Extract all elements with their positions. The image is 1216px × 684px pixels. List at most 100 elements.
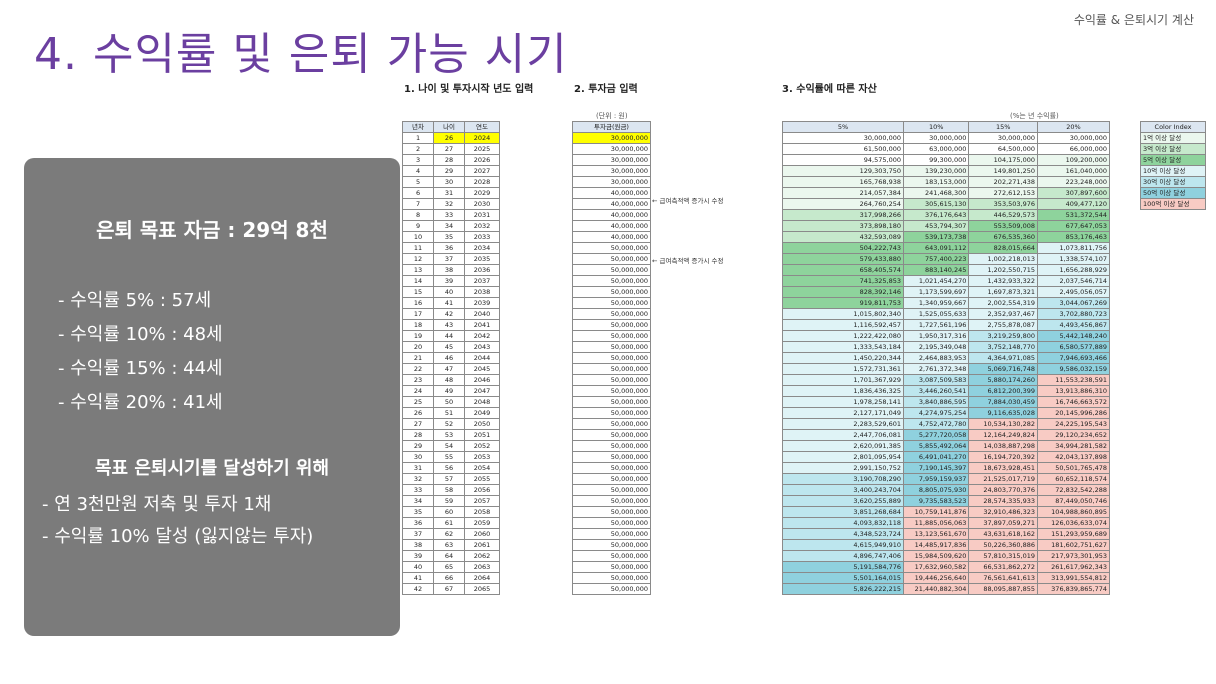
- age-cell[interactable]: 65: [433, 561, 466, 573]
- age-cell[interactable]: 44: [433, 330, 466, 342]
- year-index-cell[interactable]: 17: [401, 308, 435, 320]
- age-cell[interactable]: 35: [433, 231, 466, 243]
- asset-cell[interactable]: 16,746,663,572: [1037, 396, 1110, 408]
- investment-cell[interactable]: 50,000,000: [572, 341, 651, 353]
- investment-cell[interactable]: 40,000,000: [572, 198, 651, 210]
- age-cell[interactable]: 37: [433, 253, 466, 265]
- investment-cell[interactable]: 40,000,000: [572, 209, 651, 221]
- asset-cell[interactable]: 109,200,000: [1037, 154, 1110, 166]
- age-cell[interactable]: 27: [433, 143, 466, 155]
- year-index-cell[interactable]: 3: [401, 154, 435, 166]
- asset-cell[interactable]: 1,340,959,667: [902, 297, 970, 309]
- asset-cell[interactable]: 5,501,164,015: [782, 572, 904, 584]
- asset-cell[interactable]: 21,440,882,304: [902, 583, 970, 595]
- year-index-cell[interactable]: 22: [401, 363, 435, 375]
- age-cell[interactable]: 66: [433, 572, 466, 584]
- year-cell[interactable]: 2051: [464, 429, 500, 441]
- year-cell[interactable]: 2026: [464, 154, 500, 166]
- year-cell[interactable]: 2033: [464, 231, 500, 243]
- year-cell[interactable]: 2024: [464, 132, 500, 144]
- asset-cell[interactable]: 5,442,148,240: [1037, 330, 1110, 342]
- investment-cell[interactable]: 50,000,000: [572, 528, 651, 540]
- investment-cell[interactable]: 50,000,000: [572, 253, 651, 265]
- year-cell[interactable]: 2047: [464, 385, 500, 397]
- investment-cell[interactable]: 50,000,000: [572, 561, 651, 573]
- asset-cell[interactable]: 214,057,384: [782, 187, 904, 199]
- asset-cell[interactable]: 677,647,053: [1037, 220, 1110, 232]
- asset-cell[interactable]: 5,826,222,215: [782, 583, 904, 595]
- asset-cell[interactable]: 21,525,017,719: [968, 473, 1039, 485]
- asset-cell[interactable]: 24,803,770,376: [968, 484, 1039, 496]
- year-index-cell[interactable]: 30: [401, 451, 435, 463]
- year-cell[interactable]: 2059: [464, 517, 500, 529]
- age-cell[interactable]: 30: [433, 176, 466, 188]
- asset-cell[interactable]: 20,145,996,286: [1037, 407, 1110, 419]
- asset-cell[interactable]: 1,333,543,184: [782, 341, 904, 353]
- investment-cell[interactable]: 50,000,000: [572, 264, 651, 276]
- year-index-cell[interactable]: 39: [401, 550, 435, 562]
- asset-cell[interactable]: 1,572,731,361: [782, 363, 904, 375]
- asset-cell[interactable]: 30,000,000: [902, 132, 970, 144]
- year-cell[interactable]: 2043: [464, 341, 500, 353]
- asset-cell[interactable]: 1,116,592,457: [782, 319, 904, 331]
- asset-cell[interactable]: 126,036,633,074: [1037, 517, 1110, 529]
- year-cell[interactable]: 2041: [464, 319, 500, 331]
- year-cell[interactable]: 2052: [464, 440, 500, 452]
- year-index-cell[interactable]: 42: [401, 583, 435, 595]
- asset-cell[interactable]: 2,037,546,714: [1037, 275, 1110, 287]
- asset-cell[interactable]: 539,173,738: [902, 231, 970, 243]
- year-cell[interactable]: 2064: [464, 572, 500, 584]
- year-index-cell[interactable]: 2: [401, 143, 435, 155]
- year-cell[interactable]: 2027: [464, 165, 500, 177]
- asset-cell[interactable]: 50,501,765,478: [1037, 462, 1110, 474]
- year-index-cell[interactable]: 18: [401, 319, 435, 331]
- investment-cell[interactable]: 50,000,000: [572, 286, 651, 298]
- age-cell[interactable]: 61: [433, 517, 466, 529]
- year-cell[interactable]: 2065: [464, 583, 500, 595]
- asset-cell[interactable]: 828,392,146: [782, 286, 904, 298]
- investment-cell[interactable]: 50,000,000: [572, 396, 651, 408]
- investment-cell[interactable]: 30,000,000: [572, 165, 651, 177]
- year-cell[interactable]: 2048: [464, 396, 500, 408]
- asset-cell[interactable]: 3,044,067,269: [1037, 297, 1110, 309]
- year-cell[interactable]: 2057: [464, 495, 500, 507]
- asset-cell[interactable]: 4,348,523,724: [782, 528, 904, 540]
- asset-cell[interactable]: 828,015,664: [968, 242, 1039, 254]
- asset-cell[interactable]: 13,913,886,310: [1037, 385, 1110, 397]
- asset-cell[interactable]: 72,832,542,288: [1037, 484, 1110, 496]
- investment-cell[interactable]: 30,000,000: [572, 143, 651, 155]
- age-cell[interactable]: 32: [433, 198, 466, 210]
- asset-cell[interactable]: 63,000,000: [902, 143, 970, 155]
- investment-cell[interactable]: 50,000,000: [572, 308, 651, 320]
- asset-cell[interactable]: 2,283,529,601: [782, 418, 904, 430]
- asset-cell[interactable]: 94,575,000: [782, 154, 904, 166]
- investment-cell[interactable]: 50,000,000: [572, 539, 651, 551]
- asset-cell[interactable]: 4,615,949,910: [782, 539, 904, 551]
- year-cell[interactable]: 2045: [464, 363, 500, 375]
- asset-cell[interactable]: 217,973,301,953: [1037, 550, 1110, 562]
- age-cell[interactable]: 33: [433, 209, 466, 221]
- year-cell[interactable]: 2039: [464, 297, 500, 309]
- investment-cell[interactable]: 50,000,000: [572, 506, 651, 518]
- year-cell[interactable]: 2032: [464, 220, 500, 232]
- asset-cell[interactable]: 313,991,554,812: [1037, 572, 1110, 584]
- asset-cell[interactable]: 1,525,055,633: [902, 308, 970, 320]
- investment-cell[interactable]: 50,000,000: [572, 583, 651, 595]
- asset-cell[interactable]: 1,701,367,929: [782, 374, 904, 386]
- asset-cell[interactable]: 10,534,130,282: [968, 418, 1039, 430]
- asset-cell[interactable]: 305,615,130: [902, 198, 970, 210]
- year-cell[interactable]: 2025: [464, 143, 500, 155]
- year-cell[interactable]: 2060: [464, 528, 500, 540]
- asset-cell[interactable]: 1,432,933,322: [968, 275, 1039, 287]
- asset-cell[interactable]: 2,801,095,954: [782, 451, 904, 463]
- asset-cell[interactable]: 2,447,706,081: [782, 429, 904, 441]
- year-index-cell[interactable]: 20: [401, 341, 435, 353]
- asset-cell[interactable]: 66,000,000: [1037, 143, 1110, 155]
- year-cell[interactable]: 2029: [464, 187, 500, 199]
- asset-cell[interactable]: 4,093,832,118: [782, 517, 904, 529]
- year-cell[interactable]: 2046: [464, 374, 500, 386]
- investment-cell[interactable]: 40,000,000: [572, 187, 651, 199]
- asset-cell[interactable]: 151,293,959,689: [1037, 528, 1110, 540]
- asset-cell[interactable]: 42,043,137,898: [1037, 451, 1110, 463]
- asset-cell[interactable]: 7,959,159,937: [902, 473, 970, 485]
